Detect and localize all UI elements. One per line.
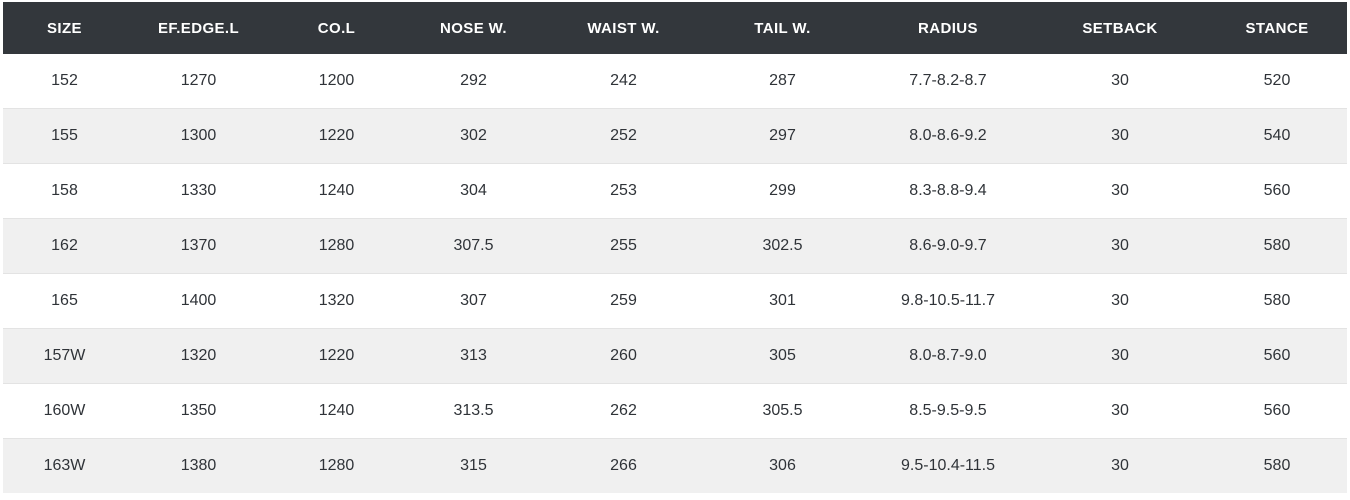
table-cell: 287 — [769, 72, 796, 89]
table-cell: 158 — [51, 182, 78, 199]
table-cell: 1220 — [318, 127, 355, 144]
table-cell: 260 — [610, 347, 637, 364]
table-cell: 30 — [1111, 72, 1129, 89]
table-row: 163W 1380 1280 315 266 306 9.5-10.4-11.5 30 580 — [3, 438, 1347, 493]
table-cell: 30 — [1111, 182, 1129, 199]
table-cell: 165 — [51, 292, 78, 309]
table-row: 152 1270 1200 292 242 287 7.7-8.2-8.7 30 520 — [3, 54, 1347, 109]
table-cell: 305 — [769, 347, 796, 364]
table-cell: 1350 — [180, 402, 217, 419]
table-cell: 162 — [51, 237, 78, 254]
column-header-co-l: CO.L — [271, 2, 402, 54]
table-cell: 315 — [460, 457, 487, 474]
table-cell: 307 — [460, 292, 487, 309]
column-header-size: SIZE — [3, 2, 126, 54]
table-cell: 1330 — [180, 182, 217, 199]
table-cell: 580 — [1263, 292, 1291, 309]
table-cell: 253 — [610, 182, 637, 199]
table-cell: 560 — [1263, 347, 1291, 364]
table-cell: 306 — [769, 457, 796, 474]
table-cell: 8.0-8.6-9.2 — [909, 127, 987, 144]
table-cell: 160W — [43, 402, 86, 419]
table-cell: 299 — [769, 182, 796, 199]
table-cell: 163W — [43, 457, 86, 474]
column-header-radius: RADIUS — [863, 2, 1033, 54]
table-cell: 307.5 — [453, 237, 494, 254]
column-header-ef-edge-l: EF.EDGE.L — [126, 2, 271, 54]
table-cell: 1270 — [180, 72, 217, 89]
table-cell: 1380 — [180, 457, 217, 474]
table-cell: 302 — [460, 127, 487, 144]
table-row: 160W 1350 1240 313.5 262 305.5 8.5-9.5-9.5 30 56… — [3, 383, 1347, 439]
column-header-setback: SETBACK — [1033, 2, 1207, 54]
table-cell: 30 — [1111, 127, 1129, 144]
table-cell: 30 — [1111, 292, 1129, 309]
table-row: 155 1300 1220 302 252 297 8.0-8.6-9.2 30 540 — [3, 108, 1347, 164]
table-cell: 155 — [51, 127, 78, 144]
table-cell: 157W — [43, 347, 86, 364]
table-cell: 255 — [610, 237, 637, 254]
table-cell: 9.8-10.5-11.7 — [901, 292, 995, 309]
table-cell: 580 — [1263, 237, 1291, 254]
table-cell: 30 — [1111, 237, 1129, 254]
table-cell: 8.3-8.8-9.4 — [909, 182, 987, 199]
table-cell: 30 — [1111, 402, 1129, 419]
column-header-tail-w: TAIL W. — [702, 2, 863, 54]
table-cell: 1280 — [318, 237, 355, 254]
column-header-waist-w: WAIST W. — [545, 2, 702, 54]
table-cell: 302.5 — [762, 237, 803, 254]
table-cell: 8.6-9.0-9.7 — [909, 237, 987, 254]
table-cell: 259 — [610, 292, 637, 309]
table-cell: 266 — [610, 457, 637, 474]
column-header-stance: STANCE — [1207, 2, 1347, 54]
table-cell: 1200 — [318, 72, 355, 89]
spec-table: SIZE EF.EDGE.L CO.L NOSE W. WAIST W. TAI… — [3, 2, 1347, 493]
table-cell: 301 — [769, 292, 796, 309]
table-body: 152 1270 1200 292 242 287 7.7-8.2-8.7 30 520 155 1… — [3, 54, 1347, 493]
table-cell: 580 — [1263, 457, 1291, 474]
table-cell: 9.5-10.4-11.5 — [901, 457, 995, 474]
table-cell: 1280 — [318, 457, 355, 474]
table-cell: 1240 — [318, 182, 355, 199]
table-cell: 297 — [769, 127, 796, 144]
table-cell: 520 — [1263, 72, 1291, 89]
table-cell: 1300 — [180, 127, 217, 144]
table-cell: 560 — [1263, 182, 1291, 199]
table-cell: 262 — [610, 402, 637, 419]
table-row: 162 1370 1280 307.5 255 302.5 8.6-9.0-9.7 30 580 — [3, 218, 1347, 274]
table-row: 165 1400 1320 307 259 301 9.8-10.5-11.7 30 580 — [3, 273, 1347, 329]
table-cell: 1240 — [318, 402, 355, 419]
table-cell: 1320 — [180, 347, 217, 364]
table-cell: 8.5-9.5-9.5 — [909, 402, 987, 419]
table-row: 157W 1320 1220 313 260 305 8.0-8.7-9.0 30 560 — [3, 328, 1347, 384]
table-cell: 1320 — [318, 292, 355, 309]
table-row: 158 1330 1240 304 253 299 8.3-8.8-9.4 30 560 — [3, 163, 1347, 219]
table-cell: 7.7-8.2-8.7 — [909, 72, 987, 89]
table-header-row: SIZE EF.EDGE.L CO.L NOSE W. WAIST W. TAI… — [3, 2, 1347, 54]
table-cell: 305.5 — [762, 402, 803, 419]
table-cell: 560 — [1263, 402, 1291, 419]
table-cell: 313.5 — [453, 402, 494, 419]
table-cell: 30 — [1111, 347, 1129, 364]
table-cell: 152 — [51, 72, 78, 89]
table-cell: 242 — [610, 72, 637, 89]
table-cell: 540 — [1263, 127, 1291, 144]
table-cell: 252 — [610, 127, 637, 144]
column-header-nose-w: NOSE W. — [402, 2, 545, 54]
table-cell: 1400 — [180, 292, 217, 309]
table-cell: 304 — [460, 182, 487, 199]
table-cell: 292 — [460, 72, 487, 89]
table-cell: 1370 — [180, 237, 217, 254]
table-cell: 30 — [1111, 457, 1129, 474]
table-cell: 8.0-8.7-9.0 — [909, 347, 987, 364]
table-cell: 1220 — [318, 347, 355, 364]
table-cell: 313 — [460, 347, 487, 364]
